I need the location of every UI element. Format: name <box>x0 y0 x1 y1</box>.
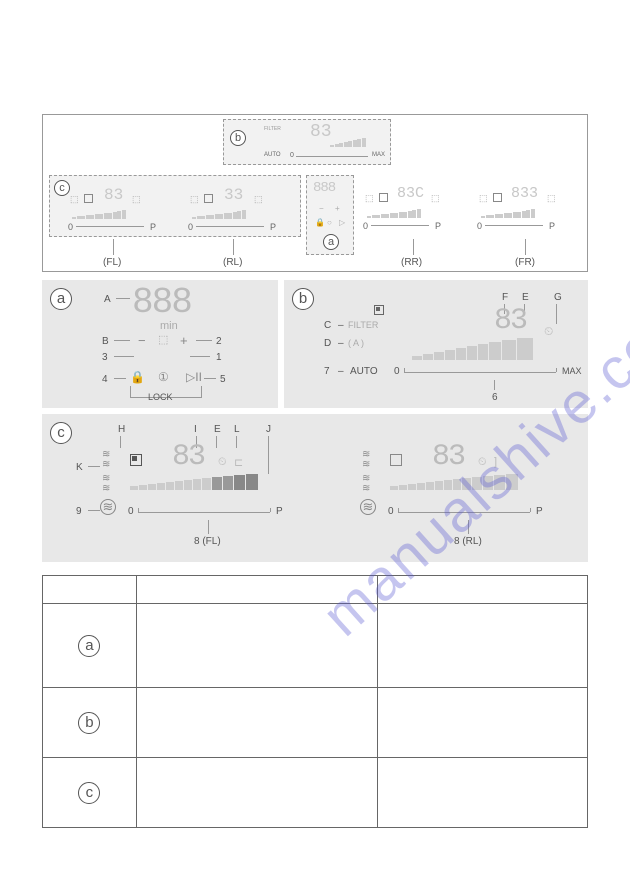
seg-display: 83 <box>310 122 332 142</box>
8fl-label: 8 (FL) <box>194 536 221 547</box>
fl-label: (FL) <box>103 257 121 268</box>
auto-label: AUTO <box>350 366 378 377</box>
seg-left-c: 83 <box>172 440 204 474</box>
p-label: P <box>150 222 156 232</box>
zero-b: 0 <box>394 366 400 377</box>
auto-label: AUTO <box>264 152 281 158</box>
legend-table: a b c <box>42 575 588 828</box>
detail-panel-b: b F E G C – FILTER D – ( A ) 83 ⏲ 7 – AU… <box>284 280 588 408</box>
seg-fr: 833 <box>511 185 538 202</box>
label-H: H <box>118 424 125 435</box>
detail-panel-c: c H I E L J K ≋≋ 83 ⏲ ⊏ ≋≋ 9 ≋ 0 P 8 (FL… <box>42 414 588 562</box>
filter-label: FILTER <box>348 320 378 330</box>
badge-a: a <box>50 288 72 310</box>
top-panel-c: c ⬚ 83 ⬚ 0 P ⬚ 33 ⬚ 0 P <box>49 175 301 237</box>
zero-fr: 0 <box>477 221 482 231</box>
filter-label: FILTER <box>264 126 281 132</box>
label-E2: E <box>214 424 221 435</box>
label-4: 4 <box>102 374 108 385</box>
table-badge-c: c <box>78 782 100 804</box>
zero-label: 0 <box>290 152 294 159</box>
label-A: A <box>104 294 111 305</box>
p-label2: P <box>270 222 276 232</box>
zero-rr: 0 <box>363 221 368 231</box>
zero: 0 <box>68 222 73 232</box>
badge-c: c <box>50 422 72 444</box>
label-B: B <box>102 336 109 347</box>
label-2: 2 <box>216 336 222 347</box>
detail-panel-a: a A 888 min B − ⬚ + 2 3 1 4 🔒 ① ▷II 5 LO… <box>42 280 278 408</box>
label-6: 6 <box>492 392 498 403</box>
label-1: 1 <box>216 352 222 363</box>
label-D: D <box>324 338 331 349</box>
main-frame: b FILTER 83 AUTO 0 MAX c ⬚ 83 ⬚ 0 P ⬚ 33… <box>42 114 588 272</box>
lock-label: LOCK <box>148 392 173 402</box>
table-badge-a: a <box>78 635 100 657</box>
badge-b-icon: b <box>230 130 246 146</box>
table-badge-b: b <box>78 712 100 734</box>
zero-cl: 0 <box>128 506 134 517</box>
max-label: MAX <box>372 152 385 158</box>
badge-b: b <box>292 288 314 310</box>
a-paren: ( A ) <box>348 338 364 348</box>
label-G: G <box>554 292 562 303</box>
label-J: J <box>266 424 271 435</box>
label-C: C <box>324 320 331 331</box>
label-5: 5 <box>220 374 226 385</box>
seg-display-b: 83 <box>494 304 526 338</box>
rr-label: (RR) <box>401 257 422 268</box>
label-K: K <box>76 462 83 473</box>
badge-a-icon: a <box>323 234 339 250</box>
fr-label: (FR) <box>515 257 535 268</box>
top-right-region: ⬚ 83C ⬚ 0 P ⬚ 833 ⬚ 0 P <box>361 175 583 237</box>
seg-display-a: 888 <box>132 282 191 323</box>
badge-c-icon: c <box>54 180 70 196</box>
label-I: I <box>194 424 197 435</box>
label-7: 7 <box>324 366 330 377</box>
seg-left: 83 <box>104 186 123 204</box>
min-label: min <box>160 320 178 332</box>
label-9: 9 <box>76 506 82 517</box>
rl-label: (RL) <box>223 257 242 268</box>
p-cl: P <box>276 506 283 517</box>
seg-right-c: 83 <box>432 440 464 474</box>
zero2: 0 <box>188 222 193 232</box>
label-E: E <box>522 292 529 303</box>
label-F: F <box>502 292 508 303</box>
p-fr: P <box>549 221 555 231</box>
label-L: L <box>234 424 240 435</box>
seg-right: 33 <box>224 186 243 204</box>
label-3: 3 <box>102 352 108 363</box>
zero-cr: 0 <box>388 506 394 517</box>
top-panel-b: b FILTER 83 AUTO 0 MAX <box>223 119 391 165</box>
p-cr: P <box>536 506 543 517</box>
seg-a: 888 <box>313 180 335 196</box>
p-rr: P <box>435 221 441 231</box>
8rl-label: 8 (RL) <box>454 536 482 547</box>
max-b: MAX <box>562 366 582 376</box>
seg-rr: 83C <box>397 185 424 202</box>
top-panel-a: 888 − + 🔒 ○ ▷ a <box>306 175 354 255</box>
